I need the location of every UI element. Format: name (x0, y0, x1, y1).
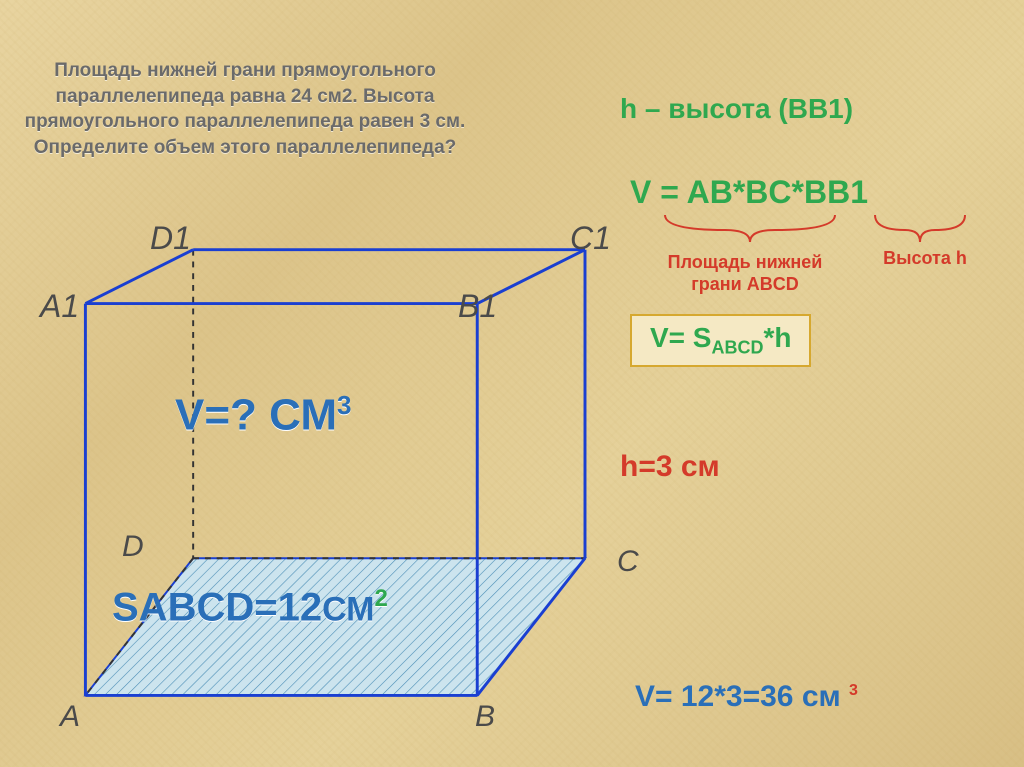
vertex-A1: A1 (40, 288, 79, 325)
vertex-C1: C1 (570, 220, 611, 257)
vq-prefix: V=? (175, 391, 269, 440)
sabcd-unit: СМ (322, 590, 374, 628)
vq-exp: 3 (337, 390, 351, 420)
volume-question: V=? СМ3 (175, 390, 351, 441)
sabcd-prefix: SABCD=12 (112, 585, 322, 629)
vertex-C: C (617, 545, 639, 579)
vertex-D: D (122, 530, 144, 564)
height-definition: h – высота (BB1) (620, 93, 853, 125)
vq-unit: СМ (269, 391, 337, 440)
vertex-A: A (60, 700, 80, 734)
vertex-B1: B1 (458, 288, 497, 325)
formula-subscript: ABCD (711, 338, 763, 358)
vertex-B: B (475, 700, 495, 734)
volume-formula-boxed: V= SABCD*h (630, 314, 811, 367)
slide-content: Площадь нижней грани прямоугольного пара… (0, 0, 1024, 767)
volume-formula-expanded: V = AB*BC*BB1 (630, 174, 868, 211)
formula-suffix: *h (763, 322, 791, 353)
result-text: V= 12*3=36 см (635, 680, 849, 713)
problem-statement: Площадь нижней грани прямоугольного пара… (10, 58, 480, 161)
sabcd-exp: 2 (375, 585, 388, 612)
annotation-height: Высота h (880, 248, 970, 270)
result-exponent: 3 (849, 682, 858, 699)
cuboid-diagram (60, 235, 630, 715)
annotation-base-area: Площадь нижней грани ABCD (650, 252, 840, 295)
formula-prefix: V= S (650, 322, 711, 353)
vertex-D1: D1 (150, 220, 191, 257)
base-area-value: SABCD=12СМ2 (112, 585, 388, 630)
volume-result: V= 12*3=36 см 3 (635, 680, 858, 714)
height-value: h=3 см (620, 450, 720, 484)
